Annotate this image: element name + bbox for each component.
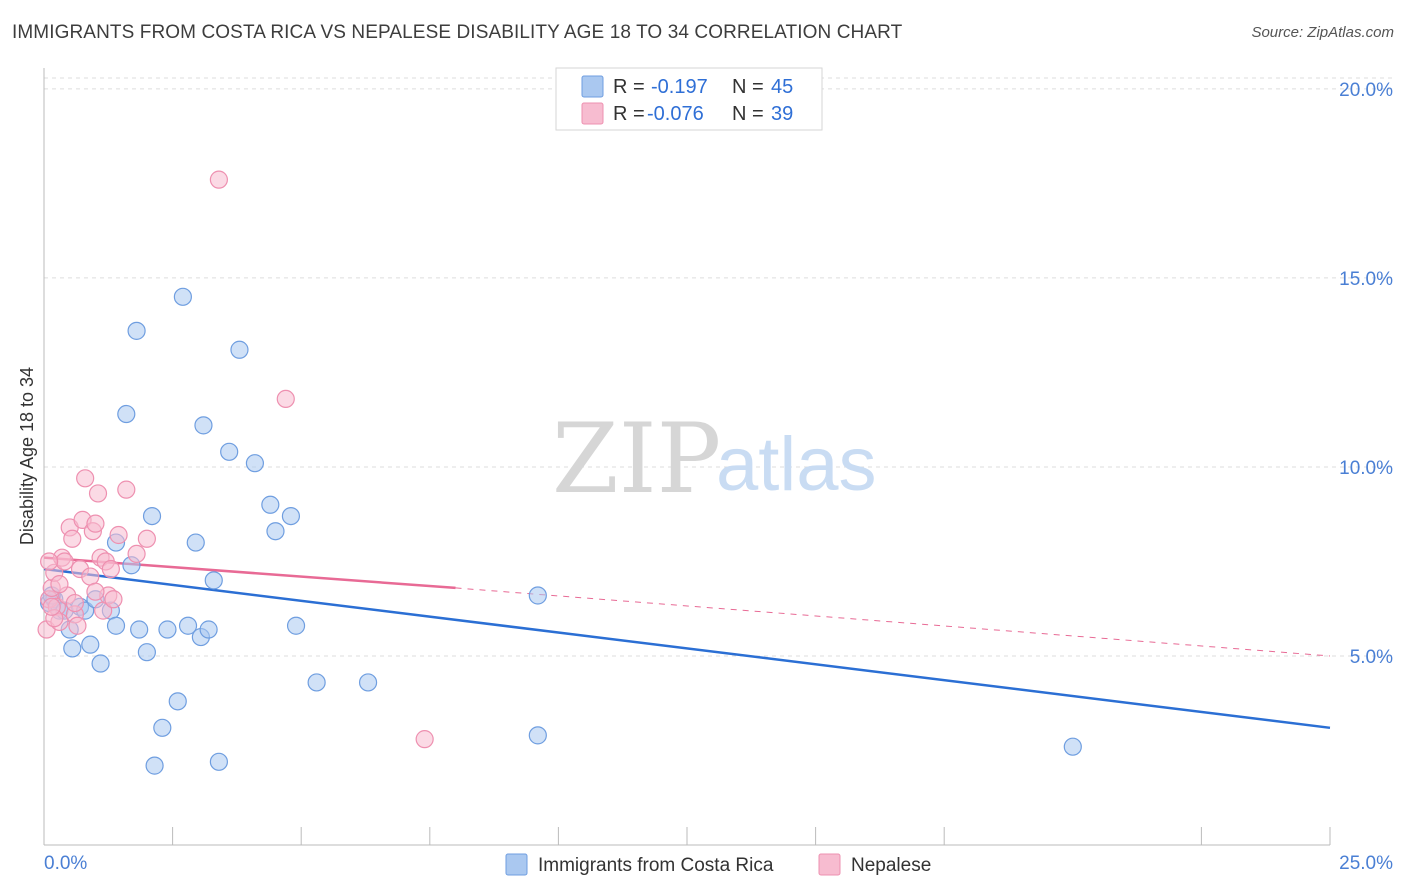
point-blue-19 (142, 506, 162, 526)
point-blue-20 (145, 756, 164, 775)
bottom-legend: Immigrants from Costa Rica Nepalese (505, 853, 931, 876)
chart-title: IMMIGRANTS FROM COSTA RICA VS NEPALESE D… (12, 22, 903, 43)
legend-swatch-pink (581, 102, 604, 125)
point-blue-41 (528, 586, 547, 605)
point-pink-12 (68, 616, 87, 635)
bottom-legend-swatch-blue (505, 853, 528, 876)
point-blue-12 (106, 616, 126, 635)
point-pink-16 (81, 567, 100, 586)
trend-line-costa-rica (43, 567, 1331, 730)
point-pink-10 (63, 529, 82, 548)
point-pink-36 (65, 593, 84, 613)
x-tick-label-0: 0.0% (44, 853, 87, 874)
source-credit: Source: ZipAtlas.com (1251, 24, 1394, 41)
point-blue-43 (1063, 737, 1082, 756)
point-blue-42 (528, 726, 547, 745)
legend-n-value-1: 45 (771, 76, 793, 98)
watermark-zip: ZIP (552, 403, 721, 515)
point-pink-31 (276, 389, 295, 409)
point-pink-33 (40, 552, 59, 571)
point-pink-24 (101, 559, 120, 579)
data-points (37, 170, 1082, 775)
y-tick-label-1: 10.0% (1339, 458, 1393, 479)
bottom-legend-label-2: Nepalese (851, 855, 931, 876)
point-pink-26 (109, 525, 128, 545)
top-legend: R = -0.197 N = 45 R = -0.076 N = 39 (555, 67, 823, 131)
point-pink-15 (76, 469, 95, 488)
point-blue-35 (261, 495, 280, 514)
point-blue-33 (230, 340, 249, 359)
point-pink-18 (86, 514, 105, 533)
point-blue-40 (358, 673, 378, 692)
point-blue-26 (186, 533, 205, 552)
legend-swatch-blue (581, 75, 604, 98)
point-blue-23 (168, 692, 187, 711)
point-blue-28 (194, 416, 213, 435)
x-tick-labels: 0.0% 25.0% (44, 853, 1393, 874)
point-blue-25 (178, 616, 198, 635)
legend-r-label-1: R = (613, 76, 645, 98)
point-blue-18 (137, 643, 156, 662)
legend-n-value-2: 39 (771, 103, 793, 125)
point-pink-25 (104, 590, 123, 609)
point-blue-5 (63, 639, 82, 658)
point-blue-29 (199, 620, 218, 639)
point-blue-31 (209, 752, 228, 771)
bottom-legend-swatch-pink (818, 853, 841, 876)
point-pink-29 (137, 529, 156, 548)
point-blue-22 (158, 620, 177, 639)
grid-lines (44, 77, 1392, 657)
legend-r-value-2: -0.076 (647, 103, 704, 125)
legend-n-label-2: N = (732, 103, 764, 125)
point-pink-38 (42, 597, 61, 616)
point-blue-38 (286, 616, 306, 635)
trend-line-nepalese-extrapolated (455, 587, 1331, 657)
legend-r-value-1: -0.197 (651, 76, 708, 98)
trend-lines (43, 556, 1331, 730)
point-blue-10 (91, 654, 110, 673)
point-pink-28 (127, 544, 146, 564)
point-pink-19 (88, 484, 108, 503)
point-blue-16 (127, 321, 146, 340)
point-blue-17 (130, 620, 149, 639)
y-axis-title: Disability Age 18 to 34 (17, 367, 37, 545)
point-blue-37 (281, 506, 301, 526)
legend-r-label-2: R = (613, 103, 645, 125)
point-pink-37 (86, 582, 105, 601)
point-blue-32 (220, 442, 239, 461)
point-pink-27 (117, 480, 136, 499)
point-blue-14 (117, 404, 136, 424)
y-tick-label-3: 20.0% (1339, 80, 1393, 101)
point-pink-30 (209, 170, 228, 189)
point-blue-39 (307, 673, 326, 692)
point-blue-34 (245, 454, 265, 473)
y-tick-labels: 5.0% 10.0% 15.0% 20.0% (1339, 80, 1393, 668)
point-pink-7 (55, 552, 74, 571)
watermark-atlas: atlas (716, 422, 877, 507)
legend-n-label-1: N = (732, 76, 764, 98)
y-tick-label-2: 15.0% (1339, 269, 1393, 290)
point-pink-35 (50, 575, 69, 594)
point-blue-30 (204, 571, 223, 590)
axes (43, 68, 1331, 846)
point-blue-24 (173, 287, 192, 306)
point-blue-8 (81, 635, 100, 654)
point-blue-36 (266, 522, 285, 541)
point-blue-21 (153, 718, 172, 737)
bottom-legend-label-1: Immigrants from Costa Rica (538, 855, 774, 876)
y-tick-label-0: 5.0% (1350, 647, 1393, 668)
watermark: ZIP atlas (552, 403, 877, 515)
x-tick-label-1: 25.0% (1339, 853, 1393, 874)
point-pink-32 (415, 730, 434, 749)
